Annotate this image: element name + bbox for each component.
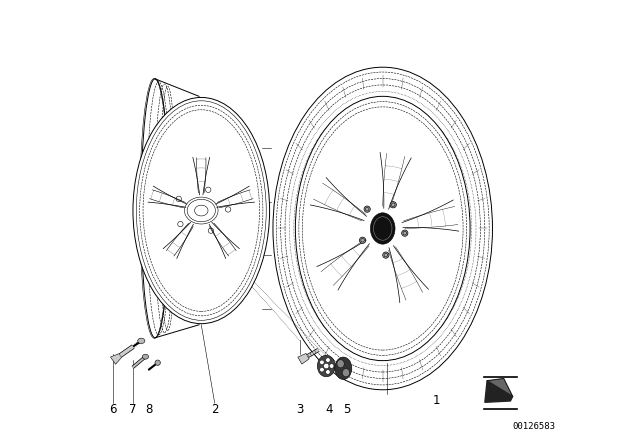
Polygon shape	[487, 379, 513, 399]
Circle shape	[402, 230, 408, 236]
Circle shape	[320, 367, 324, 372]
Text: 1: 1	[433, 394, 440, 408]
Text: 3: 3	[296, 403, 303, 417]
Circle shape	[326, 370, 330, 374]
Text: 4: 4	[325, 403, 333, 417]
Ellipse shape	[342, 369, 349, 377]
Polygon shape	[298, 353, 309, 364]
Circle shape	[390, 202, 396, 208]
Ellipse shape	[335, 357, 352, 379]
Circle shape	[364, 206, 371, 212]
Circle shape	[320, 360, 324, 365]
Ellipse shape	[371, 213, 395, 244]
Ellipse shape	[138, 338, 145, 344]
Ellipse shape	[142, 354, 148, 359]
Circle shape	[324, 363, 329, 369]
Polygon shape	[111, 353, 122, 364]
Circle shape	[360, 237, 365, 243]
Ellipse shape	[317, 355, 335, 377]
Text: 6: 6	[109, 403, 116, 417]
Text: 5: 5	[343, 403, 351, 417]
Ellipse shape	[337, 360, 344, 368]
Circle shape	[155, 360, 161, 366]
Text: 8: 8	[145, 403, 152, 417]
Circle shape	[330, 364, 334, 368]
Ellipse shape	[296, 96, 470, 361]
Circle shape	[383, 252, 389, 258]
Circle shape	[326, 358, 330, 362]
Polygon shape	[485, 381, 513, 402]
Ellipse shape	[133, 97, 269, 323]
Text: 7: 7	[129, 403, 136, 417]
Text: 00126583: 00126583	[513, 422, 556, 431]
Text: 2: 2	[211, 403, 218, 417]
